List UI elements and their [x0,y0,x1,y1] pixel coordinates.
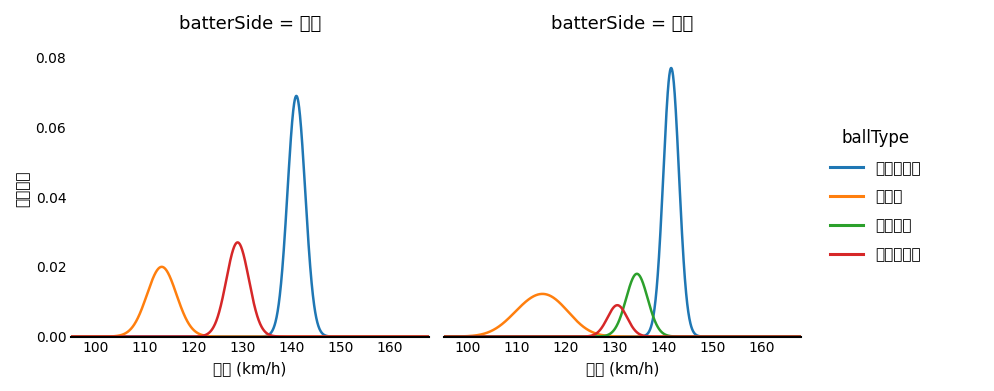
Legend: ストレート, カーブ, フォーク, スライダー: ストレート, カーブ, フォーク, スライダー [823,123,926,268]
X-axis label: 球速 (km/h): 球速 (km/h) [213,361,286,376]
Title: batterSide = 左打: batterSide = 左打 [179,15,321,33]
Y-axis label: 確率密度: 確率密度 [15,170,30,206]
Title: batterSide = 右打: batterSide = 右打 [551,15,693,33]
X-axis label: 球速 (km/h): 球速 (km/h) [584,361,658,376]
